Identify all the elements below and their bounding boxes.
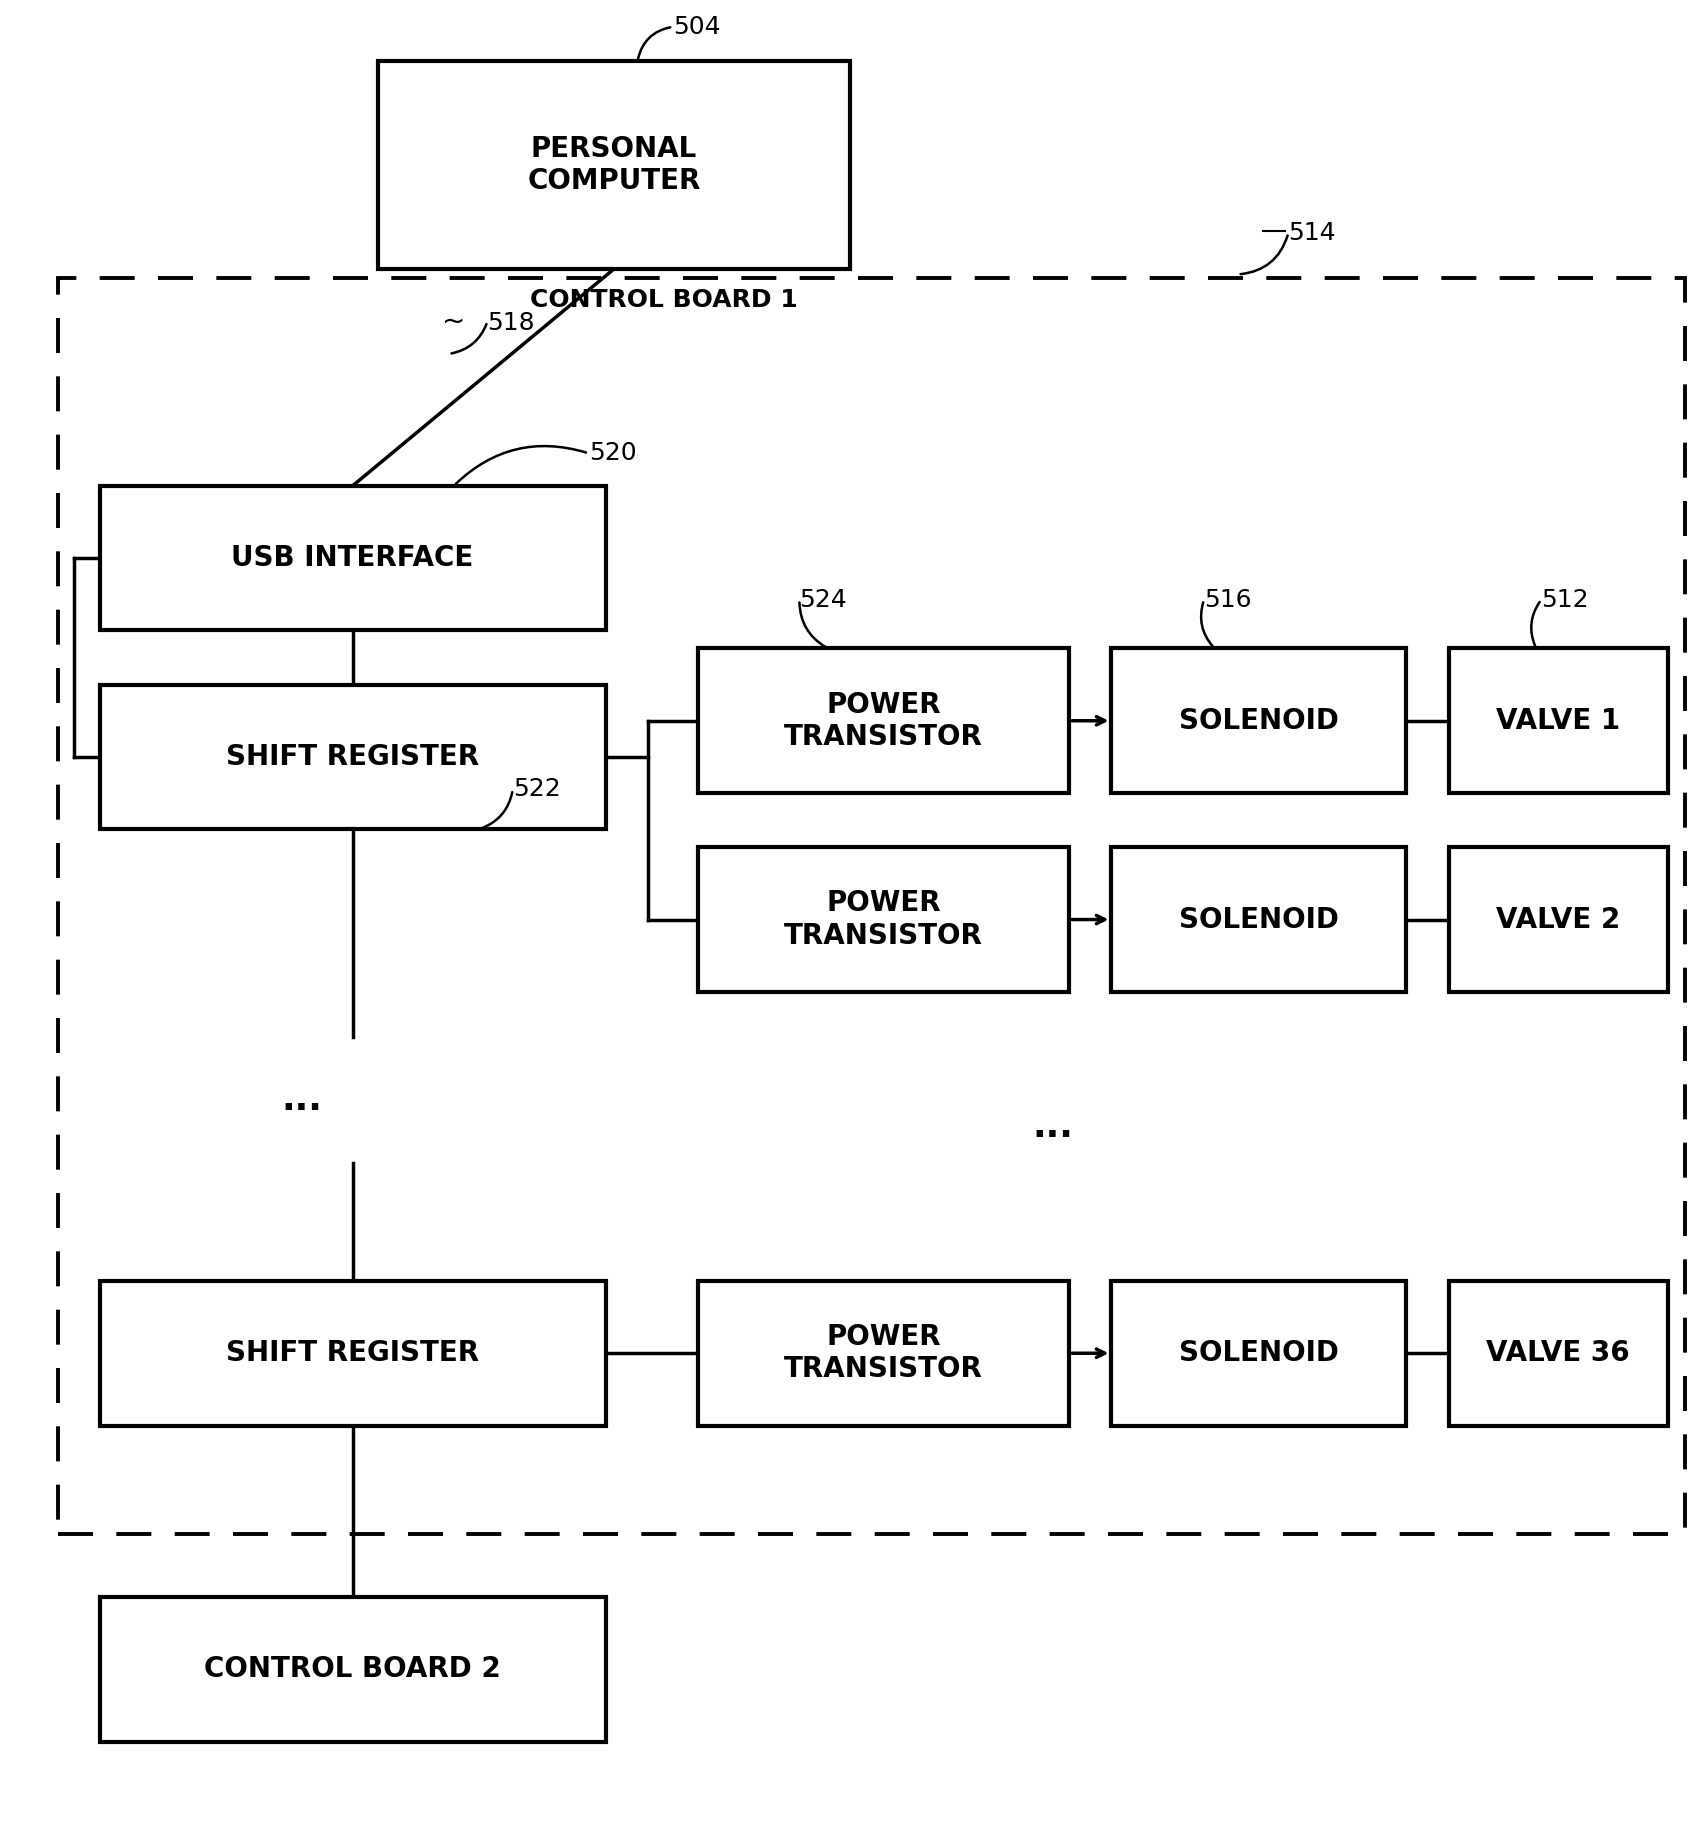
Text: ~: ~ (442, 308, 466, 335)
Text: 512: 512 (1542, 588, 1590, 612)
Text: USB INTERFACE: USB INTERFACE (231, 544, 474, 572)
FancyBboxPatch shape (699, 1280, 1069, 1426)
Text: CONTROL BOARD 1: CONTROL BOARD 1 (530, 288, 797, 311)
Text: CONTROL BOARD 2: CONTROL BOARD 2 (204, 1655, 502, 1683)
Text: 524: 524 (799, 588, 847, 612)
Text: 522: 522 (513, 778, 561, 801)
Text: SOLENOID: SOLENOID (1178, 1338, 1340, 1368)
Text: SOLENOID: SOLENOID (1178, 905, 1340, 934)
Text: 514: 514 (1289, 220, 1336, 244)
Text: 504: 504 (673, 15, 721, 38)
FancyBboxPatch shape (1112, 847, 1406, 992)
Text: POWER
TRANSISTOR: POWER TRANSISTOR (784, 889, 983, 951)
Text: VALVE 36: VALVE 36 (1486, 1338, 1630, 1368)
Text: 518: 518 (488, 311, 536, 335)
Text: SHIFT REGISTER: SHIFT REGISTER (226, 1338, 479, 1368)
FancyBboxPatch shape (1448, 847, 1668, 992)
FancyBboxPatch shape (699, 847, 1069, 992)
FancyBboxPatch shape (1112, 648, 1406, 792)
Text: ...: ... (1032, 1111, 1073, 1144)
Text: PERSONAL
COMPUTER: PERSONAL COMPUTER (527, 135, 700, 195)
FancyBboxPatch shape (100, 1597, 605, 1741)
Text: VALVE 2: VALVE 2 (1496, 905, 1620, 934)
FancyBboxPatch shape (100, 486, 605, 630)
FancyBboxPatch shape (100, 685, 605, 829)
Text: POWER
TRANSISTOR: POWER TRANSISTOR (784, 690, 983, 750)
Text: POWER
TRANSISTOR: POWER TRANSISTOR (784, 1324, 983, 1384)
FancyBboxPatch shape (100, 1280, 605, 1426)
Text: 520: 520 (588, 441, 636, 466)
FancyBboxPatch shape (699, 648, 1069, 792)
Text: SOLENOID: SOLENOID (1178, 707, 1340, 734)
FancyBboxPatch shape (1448, 648, 1668, 792)
FancyBboxPatch shape (1112, 1280, 1406, 1426)
Text: SHIFT REGISTER: SHIFT REGISTER (226, 743, 479, 770)
FancyBboxPatch shape (1448, 1280, 1668, 1426)
FancyBboxPatch shape (377, 62, 850, 270)
Text: ...: ... (282, 1083, 323, 1118)
Text: VALVE 1: VALVE 1 (1496, 707, 1620, 734)
Text: 516: 516 (1204, 588, 1251, 612)
